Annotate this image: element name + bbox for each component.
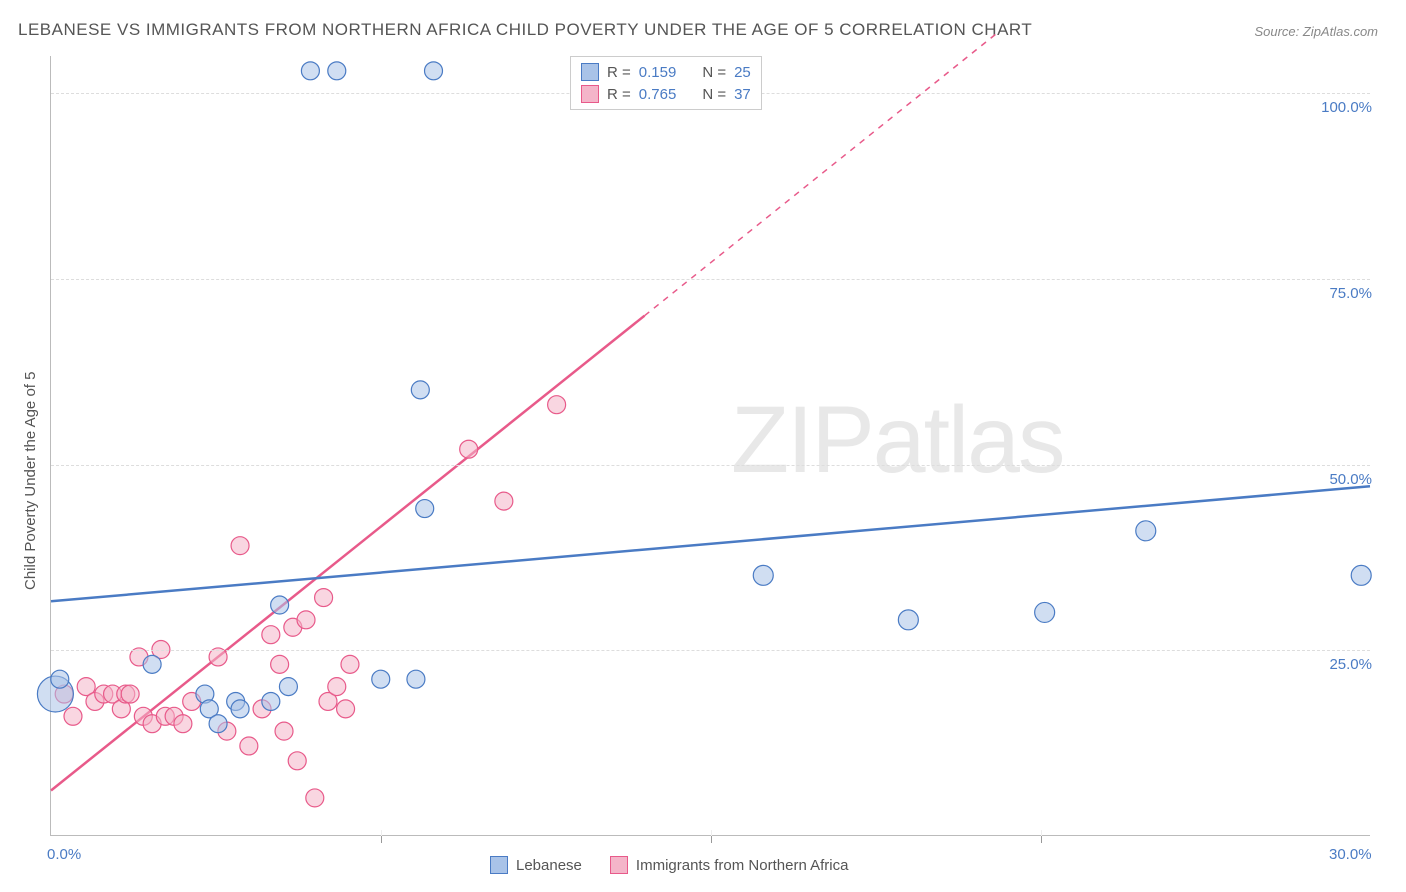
correlation-legend: R = 0.159 N = 25 R = 0.765 N = 37 bbox=[570, 56, 762, 110]
data-point bbox=[315, 589, 333, 607]
legend-swatch bbox=[610, 856, 628, 874]
gridline-v bbox=[381, 830, 382, 836]
x-tick bbox=[711, 835, 712, 843]
data-point bbox=[209, 715, 227, 733]
data-point bbox=[174, 715, 192, 733]
legend-n-label: N = bbox=[702, 64, 726, 81]
data-point bbox=[279, 678, 297, 696]
data-point bbox=[262, 692, 280, 710]
data-point bbox=[425, 62, 443, 80]
legend-row: R = 0.159 N = 25 bbox=[581, 61, 751, 83]
data-point bbox=[328, 678, 346, 696]
data-point bbox=[51, 670, 69, 688]
data-point bbox=[271, 655, 289, 673]
gridline-h bbox=[51, 465, 1370, 466]
data-point bbox=[898, 610, 918, 630]
data-point bbox=[328, 62, 346, 80]
y-tick-label: 100.0% bbox=[1321, 99, 1372, 116]
data-point bbox=[231, 700, 249, 718]
data-point bbox=[306, 789, 324, 807]
x-tick bbox=[381, 835, 382, 843]
legend-item: Immigrants from Northern Africa bbox=[610, 856, 849, 874]
y-axis-label: Child Poverty Under the Age of 5 bbox=[22, 372, 39, 590]
data-point bbox=[548, 396, 566, 414]
x-tick-label: 30.0% bbox=[1329, 846, 1372, 863]
legend-n-value: 37 bbox=[734, 86, 751, 103]
data-point bbox=[416, 500, 434, 518]
data-point bbox=[301, 62, 319, 80]
data-point bbox=[231, 537, 249, 555]
legend-r-value: 0.159 bbox=[639, 64, 677, 81]
data-point bbox=[460, 440, 478, 458]
legend-label: Immigrants from Northern Africa bbox=[636, 857, 849, 874]
data-point bbox=[337, 700, 355, 718]
data-point bbox=[271, 596, 289, 614]
data-point bbox=[341, 655, 359, 673]
gridline-h bbox=[51, 279, 1370, 280]
y-tick-label: 50.0% bbox=[1329, 471, 1372, 488]
y-tick-label: 75.0% bbox=[1329, 285, 1372, 302]
y-tick-label: 25.0% bbox=[1329, 656, 1372, 673]
data-point bbox=[495, 492, 513, 510]
chart-title: LEBANESE VS IMMIGRANTS FROM NORTHERN AFR… bbox=[18, 20, 1032, 40]
data-point bbox=[262, 626, 280, 644]
data-point bbox=[143, 655, 161, 673]
legend-swatch bbox=[490, 856, 508, 874]
source-attribution: Source: ZipAtlas.com bbox=[1254, 24, 1378, 39]
legend-row: R = 0.765 N = 37 bbox=[581, 83, 751, 105]
legend-n-value: 25 bbox=[734, 64, 751, 81]
data-point bbox=[407, 670, 425, 688]
data-point bbox=[411, 381, 429, 399]
legend-label: Lebanese bbox=[516, 857, 582, 874]
legend-r-label: R = bbox=[607, 64, 631, 81]
data-point bbox=[1035, 602, 1055, 622]
data-point bbox=[64, 707, 82, 725]
data-point bbox=[753, 565, 773, 585]
data-point bbox=[1136, 521, 1156, 541]
x-tick-label: 0.0% bbox=[47, 846, 81, 863]
data-point bbox=[288, 752, 306, 770]
gridline-v bbox=[711, 830, 712, 836]
chart-plot-area: ZIPatlas 25.0%50.0%75.0%100.0%0.0%30.0% bbox=[50, 56, 1370, 836]
legend-r-value: 0.765 bbox=[639, 86, 677, 103]
scatter-plot-svg bbox=[51, 56, 1370, 835]
legend-item: Lebanese bbox=[490, 856, 582, 874]
data-point bbox=[121, 685, 139, 703]
data-point bbox=[372, 670, 390, 688]
legend-n-label: N = bbox=[702, 86, 726, 103]
legend-r-label: R = bbox=[607, 86, 631, 103]
data-point bbox=[1351, 565, 1371, 585]
data-point bbox=[275, 722, 293, 740]
data-point bbox=[240, 737, 258, 755]
data-point bbox=[297, 611, 315, 629]
legend-swatch bbox=[581, 63, 599, 81]
gridline-h bbox=[51, 650, 1370, 651]
x-tick bbox=[1041, 835, 1042, 843]
gridline-v bbox=[1041, 830, 1042, 836]
legend-swatch bbox=[581, 85, 599, 103]
series-legend: Lebanese Immigrants from Northern Africa bbox=[490, 856, 848, 874]
